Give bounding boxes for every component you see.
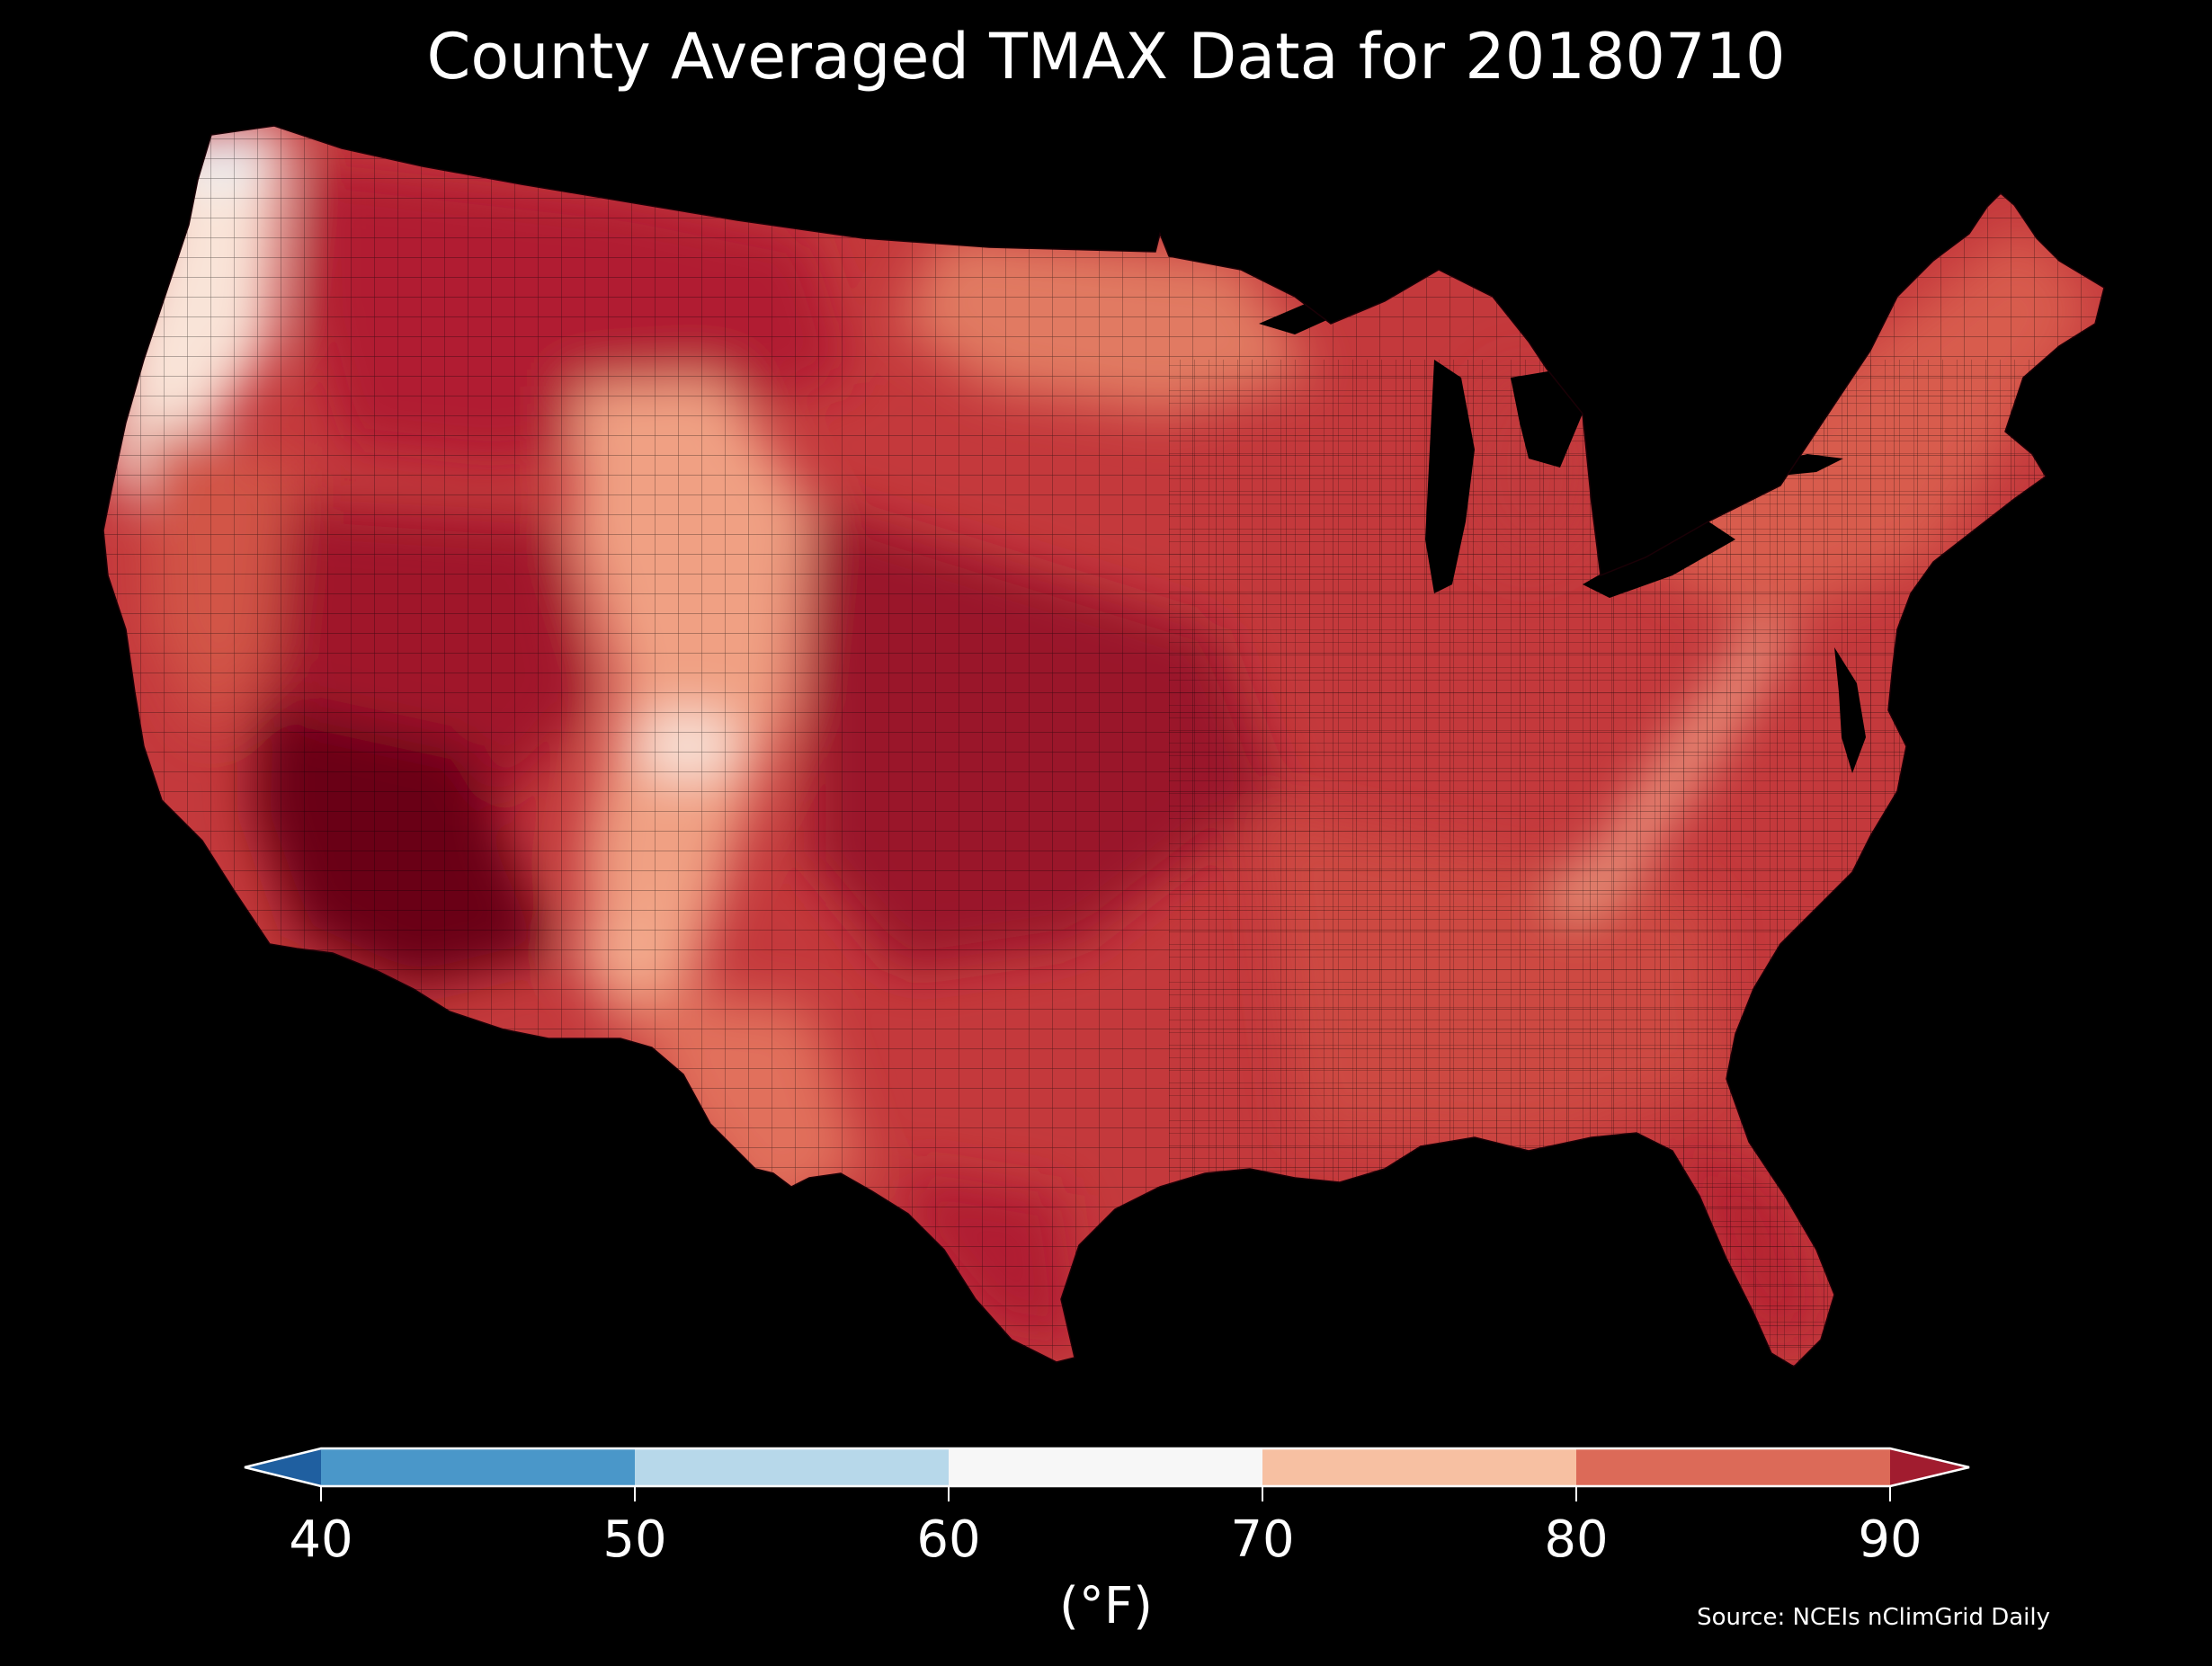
lake-huron [1511, 369, 1583, 468]
colorbar-tick-label-50: 50 [602, 1510, 667, 1569]
colorbar-ticks [320, 1486, 1891, 1501]
colorbar-tick-label-70: 70 [1230, 1510, 1295, 1569]
colorbar-extend-over [1890, 1448, 1969, 1486]
colorbar-bin-70-80 [1262, 1448, 1576, 1486]
colorbar-tick-label-60: 60 [916, 1510, 981, 1569]
chesapeake-bay [1834, 647, 1866, 773]
colorbar-unit-label: (°F) [1059, 1577, 1153, 1635]
source-credit: Source: NCEIs nClimGrid Daily [1697, 1604, 2050, 1631]
lake-erie [1583, 521, 1735, 598]
great-lakes [1259, 270, 1866, 773]
colorbar-extend-under [245, 1448, 321, 1486]
colorbar [244, 1447, 1970, 1501]
colorbar-tick-label-80: 80 [1544, 1510, 1609, 1569]
map-title: County Averaged TMAX Data for 20180710 [426, 20, 1786, 94]
colorbar-bin-80-90 [1576, 1448, 1890, 1486]
lake-ontario [1753, 454, 1843, 477]
colorbar-bin-60-70 [949, 1448, 1262, 1486]
colorbar-bin-40-50 [321, 1448, 635, 1486]
colorbar-tick-label-40: 40 [289, 1510, 353, 1569]
lake-michigan [1425, 360, 1475, 593]
lake-superior [1259, 270, 1394, 334]
colorbar-tick-label-90: 90 [1858, 1510, 1922, 1569]
colorbar-bin-50-60 [635, 1448, 949, 1486]
